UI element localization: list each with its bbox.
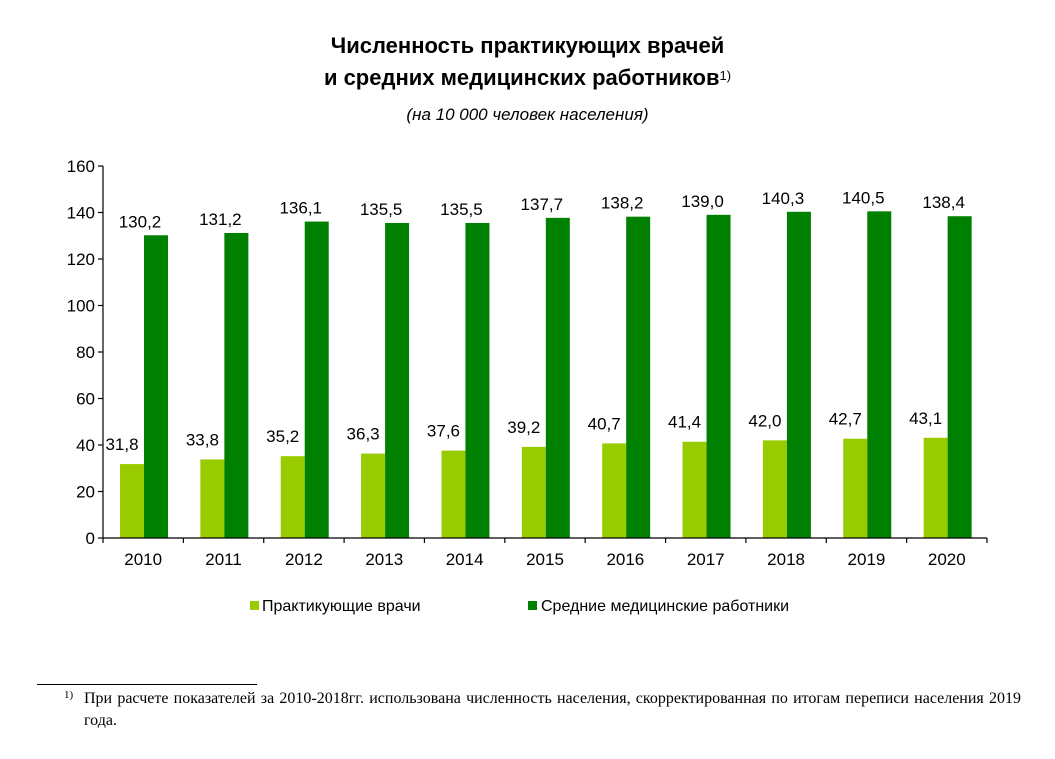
bar-series2-2014	[465, 222, 490, 538]
value-label-series2-2019: 140,5	[842, 188, 885, 207]
y-tick-label-160: 160	[67, 157, 95, 176]
title-line-2: и средних медицинских работников	[323, 65, 720, 90]
value-label-series2-2015: 137,7	[521, 195, 564, 214]
chart-subtitle: (на 10 000 человек населения)	[406, 105, 649, 124]
x-tick-label-2014: 2014	[446, 550, 484, 569]
bar-series1-2018	[762, 440, 787, 538]
x-tick-label-2010: 2010	[124, 550, 162, 569]
bar-series2-2017	[706, 214, 731, 538]
value-label-series2-2016: 138,2	[601, 194, 644, 213]
bar-series1-2019	[843, 438, 868, 538]
y-tick-label-100: 100	[67, 297, 95, 316]
bar-series1-2012	[280, 456, 305, 538]
legend-swatch-series2	[528, 601, 537, 610]
value-label-series2-2018: 140,3	[762, 189, 805, 208]
bar-series2-2020	[947, 216, 972, 538]
value-label-series1-2020: 43,1	[909, 409, 942, 428]
bar-series1-2014	[441, 450, 466, 538]
value-label-series1-2015: 39,2	[507, 418, 540, 437]
x-tick-label-2020: 2020	[928, 550, 966, 569]
bar-series2-2013	[385, 222, 410, 538]
bar-series2-2019	[867, 211, 892, 538]
y-tick-label-60: 60	[76, 390, 95, 409]
bar-series2-2012	[304, 221, 329, 538]
bar-series2-2010	[144, 235, 168, 538]
x-tick-label-2013: 2013	[365, 550, 403, 569]
x-tick-label-2016: 2016	[606, 550, 644, 569]
title-footnote-mark: 1)	[719, 68, 732, 83]
bar-series1-2010	[120, 464, 144, 538]
y-tick-label-140: 140	[67, 204, 95, 223]
bar-series1-2020	[923, 437, 948, 538]
y-tick-label-0: 0	[86, 529, 95, 548]
value-label-series2-2012: 136,1	[279, 199, 322, 218]
value-label-series2-2014: 135,5	[440, 200, 483, 219]
footnote-mark: 1)	[64, 689, 74, 701]
value-label-series2-2010: 130,2	[119, 212, 162, 231]
bar-series2-2011	[224, 232, 249, 538]
y-tick-label-80: 80	[76, 343, 95, 362]
x-tick-label-2012: 2012	[285, 550, 323, 569]
y-tick-label-40: 40	[76, 436, 95, 455]
bar-series2-2015	[545, 217, 570, 538]
x-tick-label-2019: 2019	[848, 550, 886, 569]
bar-series2-2016	[626, 216, 651, 538]
value-label-series1-2014: 37,6	[427, 422, 460, 441]
bar-series1-2015	[521, 446, 546, 538]
x-tick-label-2015: 2015	[526, 550, 564, 569]
value-label-series2-2011: 131,2	[199, 210, 242, 229]
x-tick-label-2017: 2017	[687, 550, 725, 569]
value-label-series1-2019: 42,7	[829, 410, 862, 429]
value-label-series1-2016: 40,7	[588, 414, 621, 433]
x-tick-label-2011: 2011	[205, 550, 242, 569]
value-label-series1-2018: 42,0	[748, 411, 781, 430]
value-label-series2-2020: 138,4	[922, 193, 965, 212]
legend-swatch-series1	[250, 601, 259, 610]
legend-label-series2: Средние медицинские работники	[541, 598, 789, 615]
legend-label-series1: Практикующие врачи	[262, 598, 421, 615]
bar-series1-2011	[200, 459, 225, 538]
bar-chart: 31,8 130,2 33,8 131,2 35,2 136,1 36,3 135,5 37,6…	[67, 157, 988, 615]
bar-series1-2016	[602, 443, 627, 538]
value-label-series2-2013: 135,5	[360, 200, 403, 219]
chart-title: Численность практикующих врачей и средни…	[0, 30, 1055, 94]
footnote-divider	[37, 684, 257, 685]
footnote-text: При расчете показателей за 2010-2018гг. …	[84, 690, 1021, 729]
value-label-series2-2017: 139,0	[681, 192, 724, 211]
value-label-series1-2011: 33,8	[186, 430, 219, 449]
y-tick-label-20: 20	[76, 483, 95, 502]
x-tick-label-2018: 2018	[767, 550, 805, 569]
value-label-series1-2013: 36,3	[347, 425, 380, 444]
footnote: 1) При расчете показателей за 2010-2018г…	[64, 688, 1021, 732]
value-label-series1-2010: 31,8	[105, 435, 138, 454]
value-label-series1-2012: 35,2	[266, 427, 299, 446]
y-tick-label-120: 120	[67, 250, 95, 269]
title-line-1: Численность практикующих врачей	[330, 33, 725, 58]
bar-series2-2018	[786, 211, 811, 539]
value-label-series1-2017: 41,4	[668, 413, 701, 432]
bar-series1-2017	[682, 441, 707, 538]
bar-series1-2013	[361, 453, 386, 538]
